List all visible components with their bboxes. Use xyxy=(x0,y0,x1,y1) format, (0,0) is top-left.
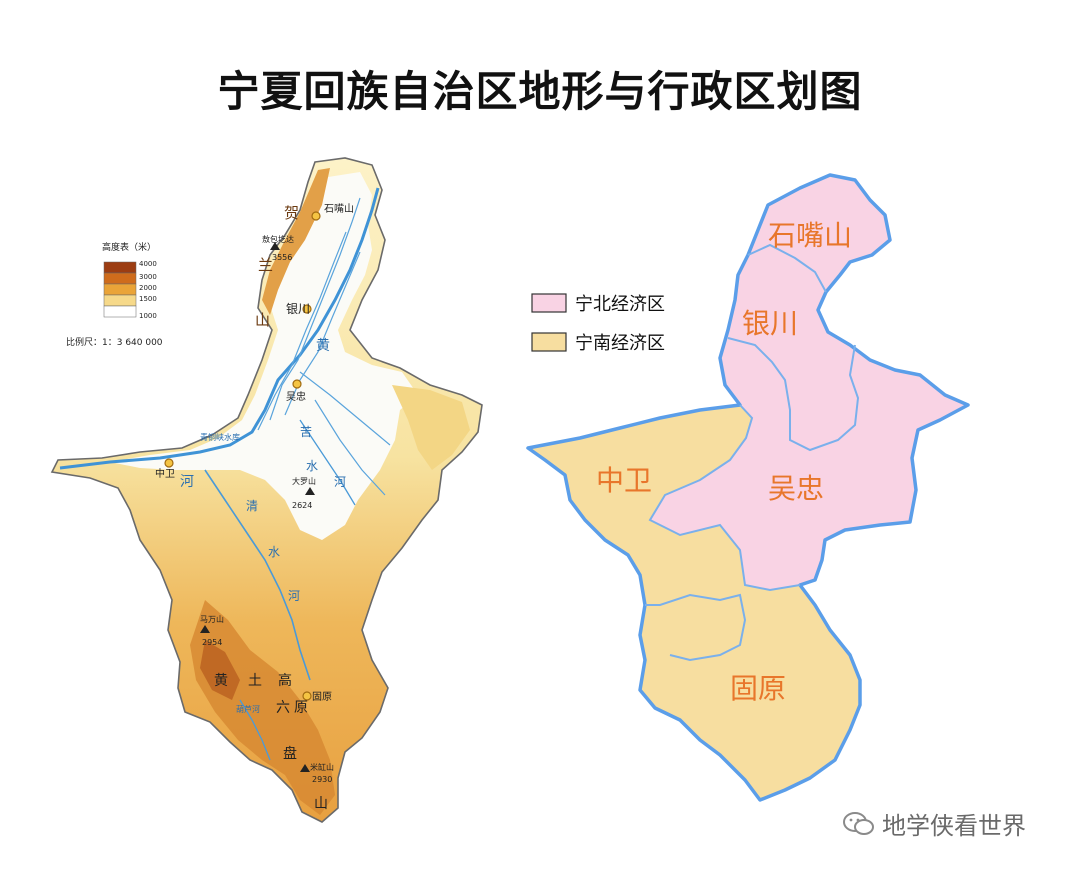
elev-swatch-4000 xyxy=(103,261,137,274)
label-qingtongxia: 青铜峡水库 xyxy=(200,432,240,442)
daluoshan-peak-icon xyxy=(305,487,315,495)
elev-label-1000: 1000 xyxy=(139,312,157,320)
elev-swatch-3000 xyxy=(103,272,137,285)
label-huanghe-2: 河 xyxy=(180,474,194,490)
label-mawanshan-elev: 2954 xyxy=(202,638,222,647)
guyuan-marker xyxy=(302,691,312,701)
label-daluoshan: 大罗山 xyxy=(292,476,316,486)
peak-markers xyxy=(200,242,315,772)
scale-text: 比例尺：1：3 640 000 xyxy=(66,336,163,348)
label-meihongshan-elev: 2930 xyxy=(312,775,332,784)
label-kushui-2: 水 xyxy=(306,459,318,473)
label-loess-4: 原 xyxy=(294,700,308,716)
admin-internal-borders xyxy=(645,243,860,662)
liupan-mountain-relief xyxy=(190,600,335,815)
label-qingshui-1: 清 xyxy=(246,499,258,513)
label-kushui-1: 苦 xyxy=(300,425,312,439)
watermark: 地学侠看世界 xyxy=(842,806,1026,841)
wechat-icon xyxy=(843,811,874,835)
border-yinchuan-wuzhong xyxy=(727,337,860,452)
admin-map: 石嘴山 银川 吴忠 中卫 固原 宁北经济区 宁南经济区 xyxy=(526,173,970,802)
border-shizuishan-yinchuan xyxy=(747,243,827,293)
label-hulu: 葫芦河 xyxy=(236,704,260,714)
plain-area xyxy=(110,172,418,540)
elev-swatch-1500 xyxy=(103,294,137,307)
label-zhongwei: 中卫 xyxy=(155,467,175,480)
label-liupan-3: 山 xyxy=(314,796,328,812)
page-title: 宁夏回族自治区地形与行政区划图 xyxy=(217,67,863,116)
region-ningbei xyxy=(650,175,968,590)
shizuishan-marker xyxy=(311,211,321,221)
region-label-guyuan: 固原 xyxy=(730,672,786,705)
label-aobaogeda: 敖包圪达 xyxy=(262,234,294,244)
label-liupan-2: 盘 xyxy=(283,745,297,762)
label-mawanshan: 马万山 xyxy=(200,614,224,624)
label-helan-1: 贺 xyxy=(284,204,299,222)
legend-label-ningnan: 宁南经济区 xyxy=(575,333,665,354)
region-label-shizuishan: 石嘴山 xyxy=(768,219,852,252)
zhongwei-marker xyxy=(164,458,174,468)
region-ningnan xyxy=(528,405,860,800)
label-guyuan: 固原 xyxy=(312,691,332,703)
city-markers xyxy=(164,211,321,701)
label-shizuishan: 石嘴山 xyxy=(324,203,354,215)
east-highland-relief xyxy=(392,385,470,470)
elev-label-3000: 3000 xyxy=(139,273,157,281)
qingshui-river xyxy=(204,469,311,681)
meihongshan-peak-icon xyxy=(300,764,310,772)
label-loess-3: 高 xyxy=(278,672,292,689)
terrain-labels: 石嘴山 敖包圪达 3556 银川 吴忠 中卫 青铜峡水库 大罗山 2624 马万… xyxy=(155,203,354,812)
admin-region-labels: 石嘴山 银川 吴忠 中卫 固原 xyxy=(596,219,852,705)
region-label-zhongwei: 中卫 xyxy=(596,464,652,497)
label-aobaogeda-elev: 3556 xyxy=(272,253,292,262)
admin-legend: 宁北经济区 宁南经济区 xyxy=(531,293,665,354)
label-daluoshan-elev: 2624 xyxy=(292,501,312,510)
label-liupan-1: 六 xyxy=(276,700,290,716)
label-loess-2: 土 xyxy=(248,673,262,689)
label-huanghe-1: 黄 xyxy=(316,337,330,354)
hulu-river xyxy=(239,699,271,761)
elev-swatch-2000 xyxy=(103,283,137,296)
label-loess-1: 黄 xyxy=(214,672,228,689)
legend-label-ningbei: 宁北经济区 xyxy=(575,294,665,315)
aobaogeda-peak-icon xyxy=(270,242,280,250)
kushui-river xyxy=(299,419,356,506)
region-label-wuzhong: 吴忠 xyxy=(768,472,824,505)
border-north-south xyxy=(648,404,801,592)
legend-swatch-ningnan xyxy=(531,332,567,352)
elev-swatch-1000 xyxy=(103,305,137,318)
yinchuan-marker xyxy=(302,304,312,314)
elevation-legend-title: 高度表（米） xyxy=(102,241,156,253)
region-label-yinchuan: 银川 xyxy=(742,307,798,340)
label-helan-3: 山 xyxy=(255,311,270,329)
label-qingshui-2: 水 xyxy=(268,545,280,559)
label-wuzhong: 吴忠 xyxy=(286,391,306,403)
helan-mountain-relief xyxy=(262,168,330,315)
yellow-river xyxy=(59,187,380,470)
label-kushui-3: 河 xyxy=(334,475,346,489)
wuzhong-marker xyxy=(292,379,302,389)
elev-label-2000: 2000 xyxy=(139,284,157,292)
elev-label-4000: 4000 xyxy=(139,260,157,268)
legend-swatch-ningbei xyxy=(531,293,567,313)
terrain-map: 石嘴山 敖包圪达 3556 银川 吴忠 中卫 青铜峡水库 大罗山 2624 马万… xyxy=(50,157,483,823)
label-qingshui-3: 河 xyxy=(288,589,300,603)
mawanshan-peak-icon xyxy=(200,625,210,633)
label-helan-2: 兰 xyxy=(258,256,273,274)
admin-outer-border xyxy=(526,173,970,802)
watermark-text: 地学侠看世界 xyxy=(882,812,1026,840)
label-meihongshan: 米缸山 xyxy=(310,762,334,772)
elevation-legend: 高度表（米） 4000 3000 2000 1500 1000 比例尺：1：3 … xyxy=(66,241,163,348)
terrain-outline xyxy=(50,157,483,823)
label-yinchuan: 银川 xyxy=(286,302,310,316)
south-dark-relief xyxy=(200,640,240,700)
border-zhongwei-guyuan xyxy=(645,593,747,662)
elev-label-1500: 1500 xyxy=(139,295,157,303)
